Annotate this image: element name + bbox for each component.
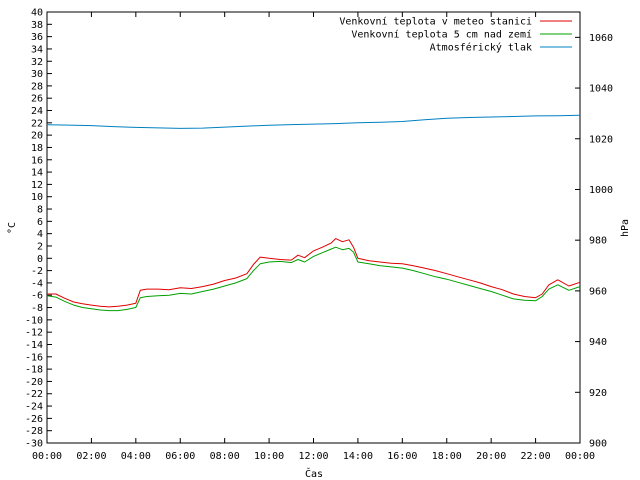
left-axis: 4038363432302826242220181614121086420-2-… xyxy=(25,8,52,450)
left-tick-label: 28 xyxy=(31,81,43,92)
x-tick-label: 14:00 xyxy=(343,451,373,462)
x-tick-label: 00:00 xyxy=(565,451,595,462)
x-tick-label: 22:00 xyxy=(521,451,551,462)
x-tick-label: 12:00 xyxy=(298,451,328,462)
left-tick-label: 24 xyxy=(31,106,43,117)
x-axis-label: Čas xyxy=(305,467,323,480)
legend-label-1: Venkovní teplota 5 cm nad zemí xyxy=(351,29,532,41)
left-tick-label: 36 xyxy=(31,32,43,43)
left-tick-label: 10 xyxy=(31,192,43,203)
x-tick-label: 20:00 xyxy=(476,451,506,462)
series-line-0 xyxy=(47,238,581,308)
x-tick-label: 02:00 xyxy=(76,451,106,462)
x-tick-label: 04:00 xyxy=(121,451,151,462)
left-tick-label: -6 xyxy=(31,291,43,302)
x-tick-label: 00:00 xyxy=(32,451,62,462)
left-tick-label: 38 xyxy=(31,20,43,31)
right-tick-label: 1040 xyxy=(589,84,613,95)
left-tick-label: 22 xyxy=(31,118,43,129)
right-tick-label: 900 xyxy=(589,439,607,450)
left-tick-label: -16 xyxy=(25,352,43,363)
left-tick-label: -20 xyxy=(25,377,43,388)
x-tick-label: 10:00 xyxy=(254,451,284,462)
left-tick-label: -30 xyxy=(25,439,43,450)
left-tick-label: -4 xyxy=(31,278,43,289)
x-tick-label: 08:00 xyxy=(210,451,240,462)
left-tick-label: 26 xyxy=(31,94,43,105)
right-axis: 1060 1040 1020 1000 980 960 940 920 900 xyxy=(575,33,613,450)
left-tick-label: -24 xyxy=(25,402,43,413)
left-tick-label: -28 xyxy=(25,426,43,437)
left-tick-label: -22 xyxy=(25,389,43,400)
series-lines xyxy=(46,114,581,312)
left-tick-label: 18 xyxy=(31,143,43,154)
x-axis: 00:00 02:00 04:00 06:00 08:00 10:00 12:00 14:00… xyxy=(32,12,595,462)
right-tick-label: 1060 xyxy=(589,33,613,44)
series-line-1 xyxy=(46,246,581,312)
y-axis-label-right: hPa xyxy=(620,219,631,237)
left-tick-label: -10 xyxy=(25,315,43,326)
left-tick-label: 12 xyxy=(31,180,43,191)
x-tick-label: 16:00 xyxy=(387,451,417,462)
left-tick-label: -8 xyxy=(31,303,43,314)
left-tick-label: 34 xyxy=(31,44,43,55)
legend-label-2: Atmosférický tlak xyxy=(430,42,532,54)
right-tick-label: 980 xyxy=(589,236,607,247)
left-tick-label: 2 xyxy=(37,241,43,252)
left-tick-label: 4 xyxy=(37,229,43,240)
left-tick-label: 14 xyxy=(31,168,43,179)
left-tick-label: -12 xyxy=(25,328,43,339)
left-tick-label: 0 xyxy=(37,254,43,265)
y-axis-label-left: °C xyxy=(7,222,18,234)
left-tick-label: -14 xyxy=(25,340,43,351)
left-tick-label: 20 xyxy=(31,131,43,142)
plot-frame xyxy=(46,11,581,444)
left-tick-label: 40 xyxy=(31,8,43,19)
right-tick-label: 1000 xyxy=(589,185,613,196)
left-tick-label: 32 xyxy=(31,57,43,68)
x-tick-label: 06:00 xyxy=(165,451,195,462)
left-tick-label: -2 xyxy=(31,266,43,277)
right-tick-label: 960 xyxy=(589,286,607,297)
left-tick-label: 30 xyxy=(31,69,43,80)
left-tick-label: -18 xyxy=(25,365,43,376)
left-tick-label: -26 xyxy=(25,414,43,425)
left-tick-label: 6 xyxy=(37,217,43,228)
left-tick-label: 16 xyxy=(31,155,43,166)
series-line-2 xyxy=(46,114,581,129)
right-tick-label: 920 xyxy=(589,388,607,399)
right-tick-label: 940 xyxy=(589,337,607,348)
x-tick-label: 18:00 xyxy=(432,451,462,462)
legend-label-0: Venkovní teplota v meteo stanici xyxy=(339,16,532,28)
legend: Venkovní teplota v meteo staniciVenkovní… xyxy=(339,16,572,54)
left-tick-label: 8 xyxy=(37,205,43,216)
right-tick-label: 1020 xyxy=(589,134,613,145)
